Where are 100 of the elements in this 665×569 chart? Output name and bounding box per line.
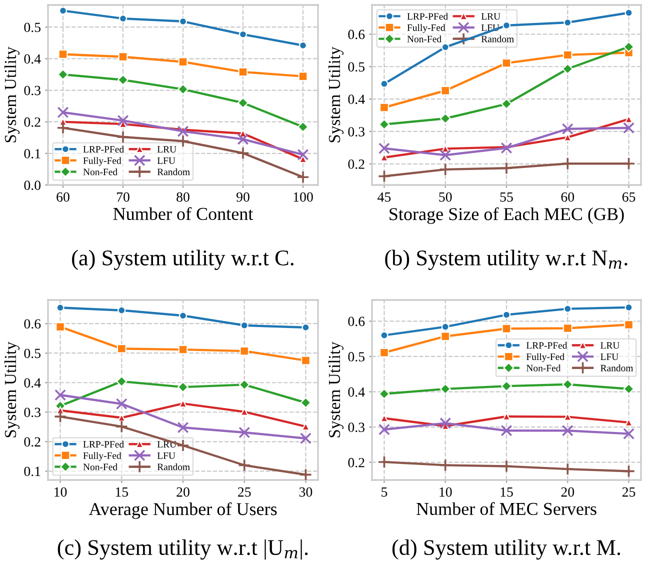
point	[236, 146, 250, 160]
point	[440, 383, 451, 394]
point	[238, 67, 248, 77]
point	[622, 464, 636, 478]
point	[624, 320, 634, 330]
x-axis-title: Storage Size of Each MEC (GB)	[390, 207, 624, 224]
text: (c) System utility w.r.t |U$_{m}$|.	[58, 539, 308, 560]
y-tick-label: 0.4	[348, 387, 365, 397]
point	[378, 142, 390, 154]
x-tick-label: 15	[500, 487, 513, 497]
point	[380, 331, 388, 340]
point	[115, 420, 128, 434]
y-tick-label: 0.6	[24, 319, 41, 329]
point	[562, 424, 574, 436]
point	[440, 149, 452, 161]
point	[298, 121, 308, 132]
legend-label: LFU	[600, 354, 618, 360]
point	[238, 458, 251, 472]
point	[118, 52, 128, 62]
point	[438, 162, 452, 176]
y-tick-label: 0.5	[348, 352, 365, 362]
point	[378, 170, 391, 183]
y-tick-label: 0.6	[348, 316, 365, 326]
point	[438, 458, 452, 472]
x-tick-label: 25	[238, 487, 251, 497]
point	[117, 114, 129, 126]
x-tick-label: 5	[382, 487, 388, 497]
point	[238, 97, 248, 108]
x-tick-label: 90	[236, 192, 250, 202]
x-tick-label: 10	[54, 487, 67, 497]
point	[502, 324, 512, 334]
x-tick-label: 20	[561, 487, 574, 497]
point	[561, 462, 574, 476]
point	[58, 50, 68, 59]
x-tick-label: 50	[439, 192, 452, 202]
point	[178, 84, 188, 95]
point	[56, 121, 70, 134]
y-tick-label: 0.2	[24, 437, 40, 447]
legend-label: LRP-PFed	[83, 440, 124, 448]
y-tick-label: 0.4	[348, 94, 365, 104]
x-tick-label: 15	[116, 487, 128, 497]
point	[118, 14, 128, 23]
point	[564, 304, 572, 313]
point	[297, 148, 309, 160]
point	[624, 303, 633, 312]
point	[302, 323, 310, 332]
legend-label: Fully-Fed	[526, 353, 564, 362]
point	[562, 123, 574, 135]
point	[623, 41, 634, 52]
point	[240, 346, 250, 356]
point	[238, 379, 250, 390]
point	[178, 400, 188, 408]
legend-label: Random	[481, 35, 514, 42]
point	[57, 106, 69, 118]
point	[298, 72, 308, 82]
legend-label: LRP-PFed	[526, 342, 568, 349]
x-axis-title: Number of MEC Servers	[416, 502, 596, 516]
point	[562, 63, 574, 74]
legend-label: Fully-Fed	[83, 157, 122, 166]
point	[238, 30, 248, 38]
point	[502, 21, 511, 30]
y-tick-label: 0.3	[24, 86, 41, 96]
legend-label: Random	[157, 168, 190, 176]
legend-label: Random	[600, 364, 634, 372]
x-tick-label: 60	[561, 192, 574, 202]
point	[58, 69, 68, 80]
x-tick-label: 80	[176, 192, 190, 202]
point	[564, 18, 572, 27]
point	[116, 398, 128, 410]
x-tick-label: 25	[622, 487, 636, 497]
y-axis-title: System Utility	[4, 46, 20, 142]
legend-label: Non-Fed	[83, 168, 118, 176]
point	[378, 456, 391, 468]
point	[237, 133, 249, 145]
point	[116, 130, 130, 144]
point	[380, 102, 389, 112]
point	[296, 170, 310, 184]
x-axis-title: Average Number of Users	[88, 502, 277, 519]
point	[502, 58, 512, 68]
x-tick-label: 30	[299, 487, 312, 497]
y-tick-label: 0.3	[348, 422, 365, 432]
x-tick-label: 70	[116, 192, 130, 202]
y-tick-label: 0.3	[24, 408, 41, 418]
point	[441, 144, 450, 153]
point	[178, 17, 188, 26]
legend-label: Fully-Fed	[83, 452, 122, 461]
point	[623, 428, 635, 440]
point	[440, 332, 450, 342]
y-tick-label: 0.3	[348, 127, 365, 137]
legend-label: LRU	[157, 146, 176, 153]
y-tick-label: 0.4	[24, 378, 41, 388]
legend-label: LFU	[157, 452, 176, 459]
point	[378, 388, 390, 400]
point	[380, 348, 389, 358]
point	[564, 412, 572, 421]
point	[300, 397, 312, 408]
x-tick-label: 55	[500, 192, 513, 202]
point	[623, 122, 635, 134]
legend-label: Fully-Fed	[407, 24, 446, 33]
point	[624, 8, 633, 17]
